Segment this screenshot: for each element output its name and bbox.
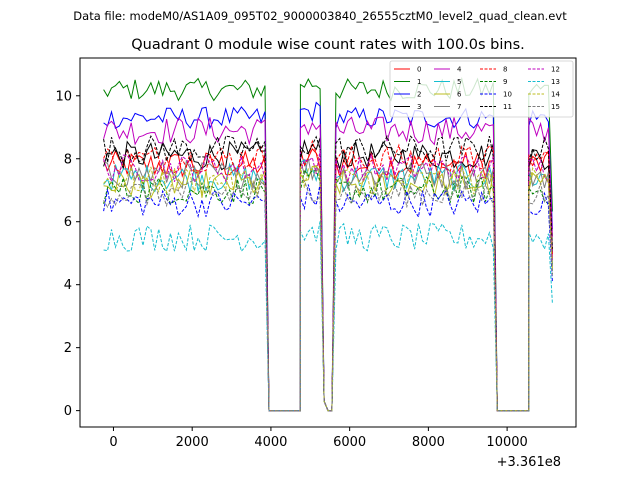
legend-label-4: 4 <box>457 66 462 74</box>
series-lines <box>103 76 553 412</box>
x-tick-label: 10000 <box>486 435 527 450</box>
legend-label-12: 12 <box>551 66 560 74</box>
legend-label-2: 2 <box>417 91 421 99</box>
axes-frame <box>79 57 577 428</box>
legend-label-7: 7 <box>457 103 461 111</box>
x-tick-label: 8000 <box>412 435 445 450</box>
series-line-4 <box>103 116 553 412</box>
series-line-13 <box>103 221 553 412</box>
legend-label-1: 1 <box>417 78 421 86</box>
y-tick-label: 10 <box>55 89 72 104</box>
x-tick-label: 4000 <box>254 435 287 450</box>
series-line-9 <box>103 168 553 412</box>
series-line-1 <box>103 76 553 412</box>
legend-box <box>389 60 574 118</box>
y-tick-label: 8 <box>64 152 72 167</box>
x-tick-label: 6000 <box>333 435 366 450</box>
legend-label-6: 6 <box>457 91 462 99</box>
legend-label-5: 5 <box>457 78 461 86</box>
chart-title: Quadrant 0 module wise count rates with … <box>131 37 525 53</box>
legend-label-11: 11 <box>503 103 512 111</box>
x-tick-label: 2000 <box>176 435 209 450</box>
series-line-0 <box>103 148 553 412</box>
series-line-10 <box>103 183 553 412</box>
x-offset-label: +3.361e8 <box>497 455 561 470</box>
legend-label-9: 9 <box>503 78 507 86</box>
legend-label-13: 13 <box>551 78 560 86</box>
y-tick-label: 2 <box>64 341 72 356</box>
x-tick-label: 0 <box>109 435 117 450</box>
legend-label-10: 10 <box>503 91 512 99</box>
legend-label-8: 8 <box>503 66 507 74</box>
chart-subtitle: Data file: modeM0/AS1A09_095T02_90000038… <box>73 9 567 23</box>
y-tick-label: 4 <box>64 278 72 293</box>
series-line-14 <box>103 163 553 412</box>
axis-ticks: 0 2000 4000 6000 8000 10000 0 2 4 6 8 10 <box>55 89 527 450</box>
y-tick-label: 6 <box>64 215 72 230</box>
series-line-15 <box>103 177 553 412</box>
legend-label-14: 14 <box>551 91 560 99</box>
legend-label-3: 3 <box>417 103 421 111</box>
legend-label-15: 15 <box>551 103 560 111</box>
series-line-2 <box>103 101 553 412</box>
legend-label-0: 0 <box>417 66 421 74</box>
y-tick-label: 0 <box>64 404 72 419</box>
